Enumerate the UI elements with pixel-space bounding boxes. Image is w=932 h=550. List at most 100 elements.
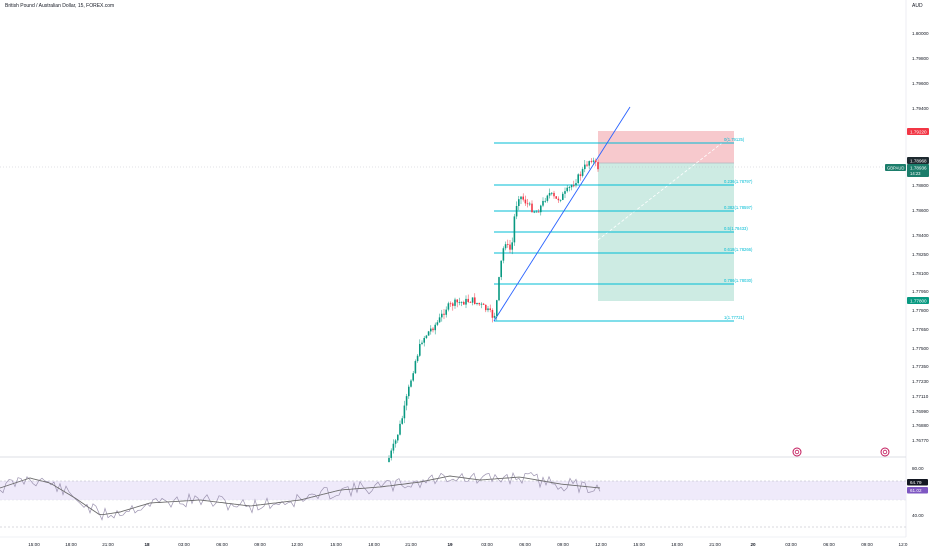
candle-body — [405, 396, 408, 406]
price-tick: 1.78400 — [912, 233, 929, 238]
rsi-band — [0, 481, 906, 500]
candle-body — [412, 373, 414, 381]
fib-level-label: 0.786(1.78030) — [724, 278, 753, 283]
time-tick: 03:00 — [178, 542, 190, 547]
candle-body — [441, 313, 443, 318]
price-tick: 1.80000 — [912, 31, 929, 36]
price-tick: 1.78100 — [912, 271, 929, 276]
candle-body — [463, 301, 465, 305]
economic-event-icon — [880, 447, 890, 457]
candle-body — [524, 199, 527, 204]
candle-body — [568, 187, 571, 188]
candle-body — [592, 160, 595, 162]
time-tick: 12:00 — [595, 542, 607, 547]
candle-body — [577, 174, 579, 184]
candle-body — [421, 342, 423, 344]
candle-body — [491, 309, 494, 318]
candle-body — [454, 299, 456, 306]
candle-body — [531, 203, 533, 213]
trend-line — [493, 106, 631, 322]
rsi-ma-value: 61.02 — [910, 488, 922, 493]
candle-body — [502, 248, 505, 261]
candle-body — [504, 244, 507, 249]
candle-body — [416, 355, 419, 362]
price-tick: 1.77350 — [912, 364, 929, 369]
time-tick: 15:00 — [330, 542, 342, 547]
time-tick: 21:00 — [405, 542, 417, 547]
time-tick: 03:00 — [481, 542, 493, 547]
candle-body — [590, 161, 593, 162]
time-tick: 20 — [750, 542, 756, 547]
rsi-axis: 80.00 40.00 64.79 61.02 — [907, 466, 928, 518]
price-tick: 1.76990 — [912, 409, 929, 414]
time-tick: 06:00 — [519, 542, 531, 547]
candle-body — [487, 308, 489, 311]
candle-body — [584, 164, 586, 170]
time-tick: 09:00 — [861, 542, 873, 547]
price-tick: 1.76880 — [912, 423, 929, 428]
candle-body — [414, 361, 417, 374]
candle-body — [471, 297, 474, 303]
time-axis[interactable]: 15:00 18:00 21:00 18 03:00 06:00 09:00 1… — [28, 542, 908, 547]
candle-body — [597, 162, 599, 170]
rsi-ma-badge — [907, 487, 928, 494]
fib-level-label: 0.5(1.78433) — [724, 226, 748, 231]
candle-body — [515, 206, 518, 217]
fib-level-label: 0.236(1.78797) — [724, 179, 753, 184]
economic-event-icon-inner — [794, 449, 800, 455]
current-price-label: 1.78968 — [907, 157, 929, 164]
rsi-line — [0, 471, 601, 521]
svg-text:GBPAUD: GBPAUD — [887, 166, 904, 171]
candle-body — [458, 302, 461, 303]
candle-body — [401, 418, 403, 424]
rsi-tick: 40.00 — [912, 513, 924, 518]
time-tick: 09:00 — [557, 542, 569, 547]
economic-event-icon — [792, 447, 802, 457]
symbol-price-tag: GBPAUD 1.78936 14:23 — [885, 164, 929, 177]
time-tick: 18:00 — [671, 542, 683, 547]
candle-body — [498, 277, 500, 301]
candle-body — [425, 335, 428, 338]
time-tick: 12:00 — [291, 542, 303, 547]
stop-price-label: 1.79220 — [907, 128, 929, 135]
svg-text:1.78968: 1.78968 — [910, 159, 927, 164]
price-tick: 1.78600 — [912, 208, 929, 213]
price-tick: 1.77800 — [912, 308, 929, 313]
price-axis[interactable]: 1.80000 1.79800 1.79600 1.79400 1.78800 … — [912, 31, 929, 443]
candle-body — [533, 211, 535, 213]
candle-body — [480, 303, 483, 305]
candle-body — [397, 434, 399, 441]
candle-body — [529, 203, 531, 205]
time-tick: 18 — [144, 542, 150, 547]
fib-level-label: 0.618(1.78266) — [724, 247, 753, 252]
candle-body — [436, 322, 439, 325]
candle-body — [403, 405, 406, 419]
candle-body — [548, 193, 551, 196]
time-tick: 18:00 — [65, 542, 77, 547]
time-tick: 21:00 — [709, 542, 721, 547]
time-tick: 18:00 — [368, 542, 380, 547]
price-tick: 1.77230 — [912, 379, 929, 384]
price-tick: 1.79800 — [912, 56, 929, 61]
bar-countdown: 14:23 — [910, 171, 921, 176]
candle-body — [430, 328, 432, 332]
svg-text:1.77800: 1.77800 — [910, 299, 927, 304]
fib-level-label: 1(1.77721) — [724, 315, 745, 320]
candle-body — [392, 443, 395, 451]
candle-body — [551, 192, 553, 194]
candle-body — [489, 308, 491, 310]
candle-body — [559, 199, 562, 201]
candle-body — [511, 242, 513, 250]
candle-body — [456, 299, 458, 303]
fib-level-label: 0.382(1.78597) — [724, 205, 753, 210]
candle-body — [573, 185, 575, 187]
candle-body — [553, 192, 555, 197]
candle-body — [520, 196, 522, 200]
candle-body — [399, 423, 401, 435]
candle-body — [518, 199, 520, 207]
candle-body — [408, 386, 410, 397]
candle-body — [443, 313, 445, 315]
candle-body — [434, 324, 436, 331]
